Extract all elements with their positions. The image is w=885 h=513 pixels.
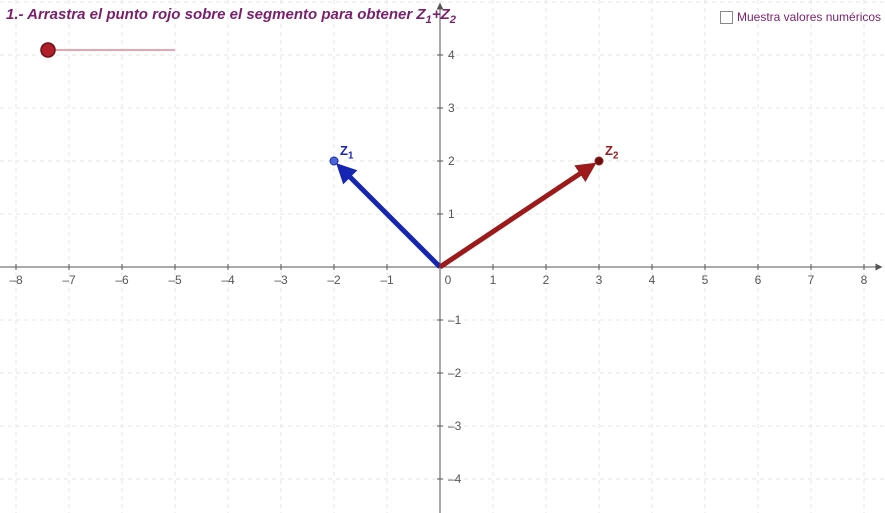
x-tick-label: 8 [861,273,868,287]
z2-vector [440,165,592,267]
x-tick-label: 7 [808,273,815,287]
x-tick-label: 4 [649,273,656,287]
plot-canvas [0,0,885,513]
show-values-checkbox[interactable]: Muestra valores numéricos [720,10,881,24]
y-tick-label: –2 [448,366,461,380]
x-tick-label: 6 [755,273,762,287]
x-tick-label: 2 [543,273,550,287]
x-tick-label: –4 [221,273,234,287]
z1-label: Z1 [340,143,353,162]
x-tick-label: 1 [490,273,497,287]
instruction-z2: Z [441,6,450,23]
x-tick-label: 5 [702,273,709,287]
checkbox-icon [720,11,733,24]
instruction-prefix: 1.- Arrastra el punto rojo sobre el segm… [6,6,416,23]
y-tick-label: –3 [448,419,461,433]
x-tick-label: –6 [115,273,128,287]
z2-point[interactable] [595,157,603,165]
instruction-plus: + [432,6,441,23]
x-tick-label: 3 [596,273,603,287]
y-tick-label: –1 [448,313,461,327]
x-tick-label: –3 [274,273,287,287]
x-tick-label: –5 [168,273,181,287]
y-tick-label: 3 [448,101,455,115]
y-tick-label: –4 [448,472,461,486]
z1-point[interactable] [330,157,338,165]
instruction-z1: Z [416,6,425,23]
instruction-text: 1.- Arrastra el punto rojo sobre el segm… [6,6,456,26]
y-tick-label: 2 [448,154,455,168]
z2-label: Z2 [605,143,618,162]
x-tick-label: –1 [380,273,393,287]
x-tick-label: –8 [9,273,22,287]
slider-handle[interactable] [41,43,55,57]
y-tick-label: 1 [448,207,455,221]
x-tick-label: –2 [327,273,340,287]
instruction-z2-sub: 2 [450,14,456,26]
x-tick-label: –7 [62,273,75,287]
x-tick-label: 0 [445,273,452,287]
z1-vector [340,167,440,267]
y-tick-label: 4 [448,48,455,62]
checkbox-label: Muestra valores numéricos [737,10,881,24]
